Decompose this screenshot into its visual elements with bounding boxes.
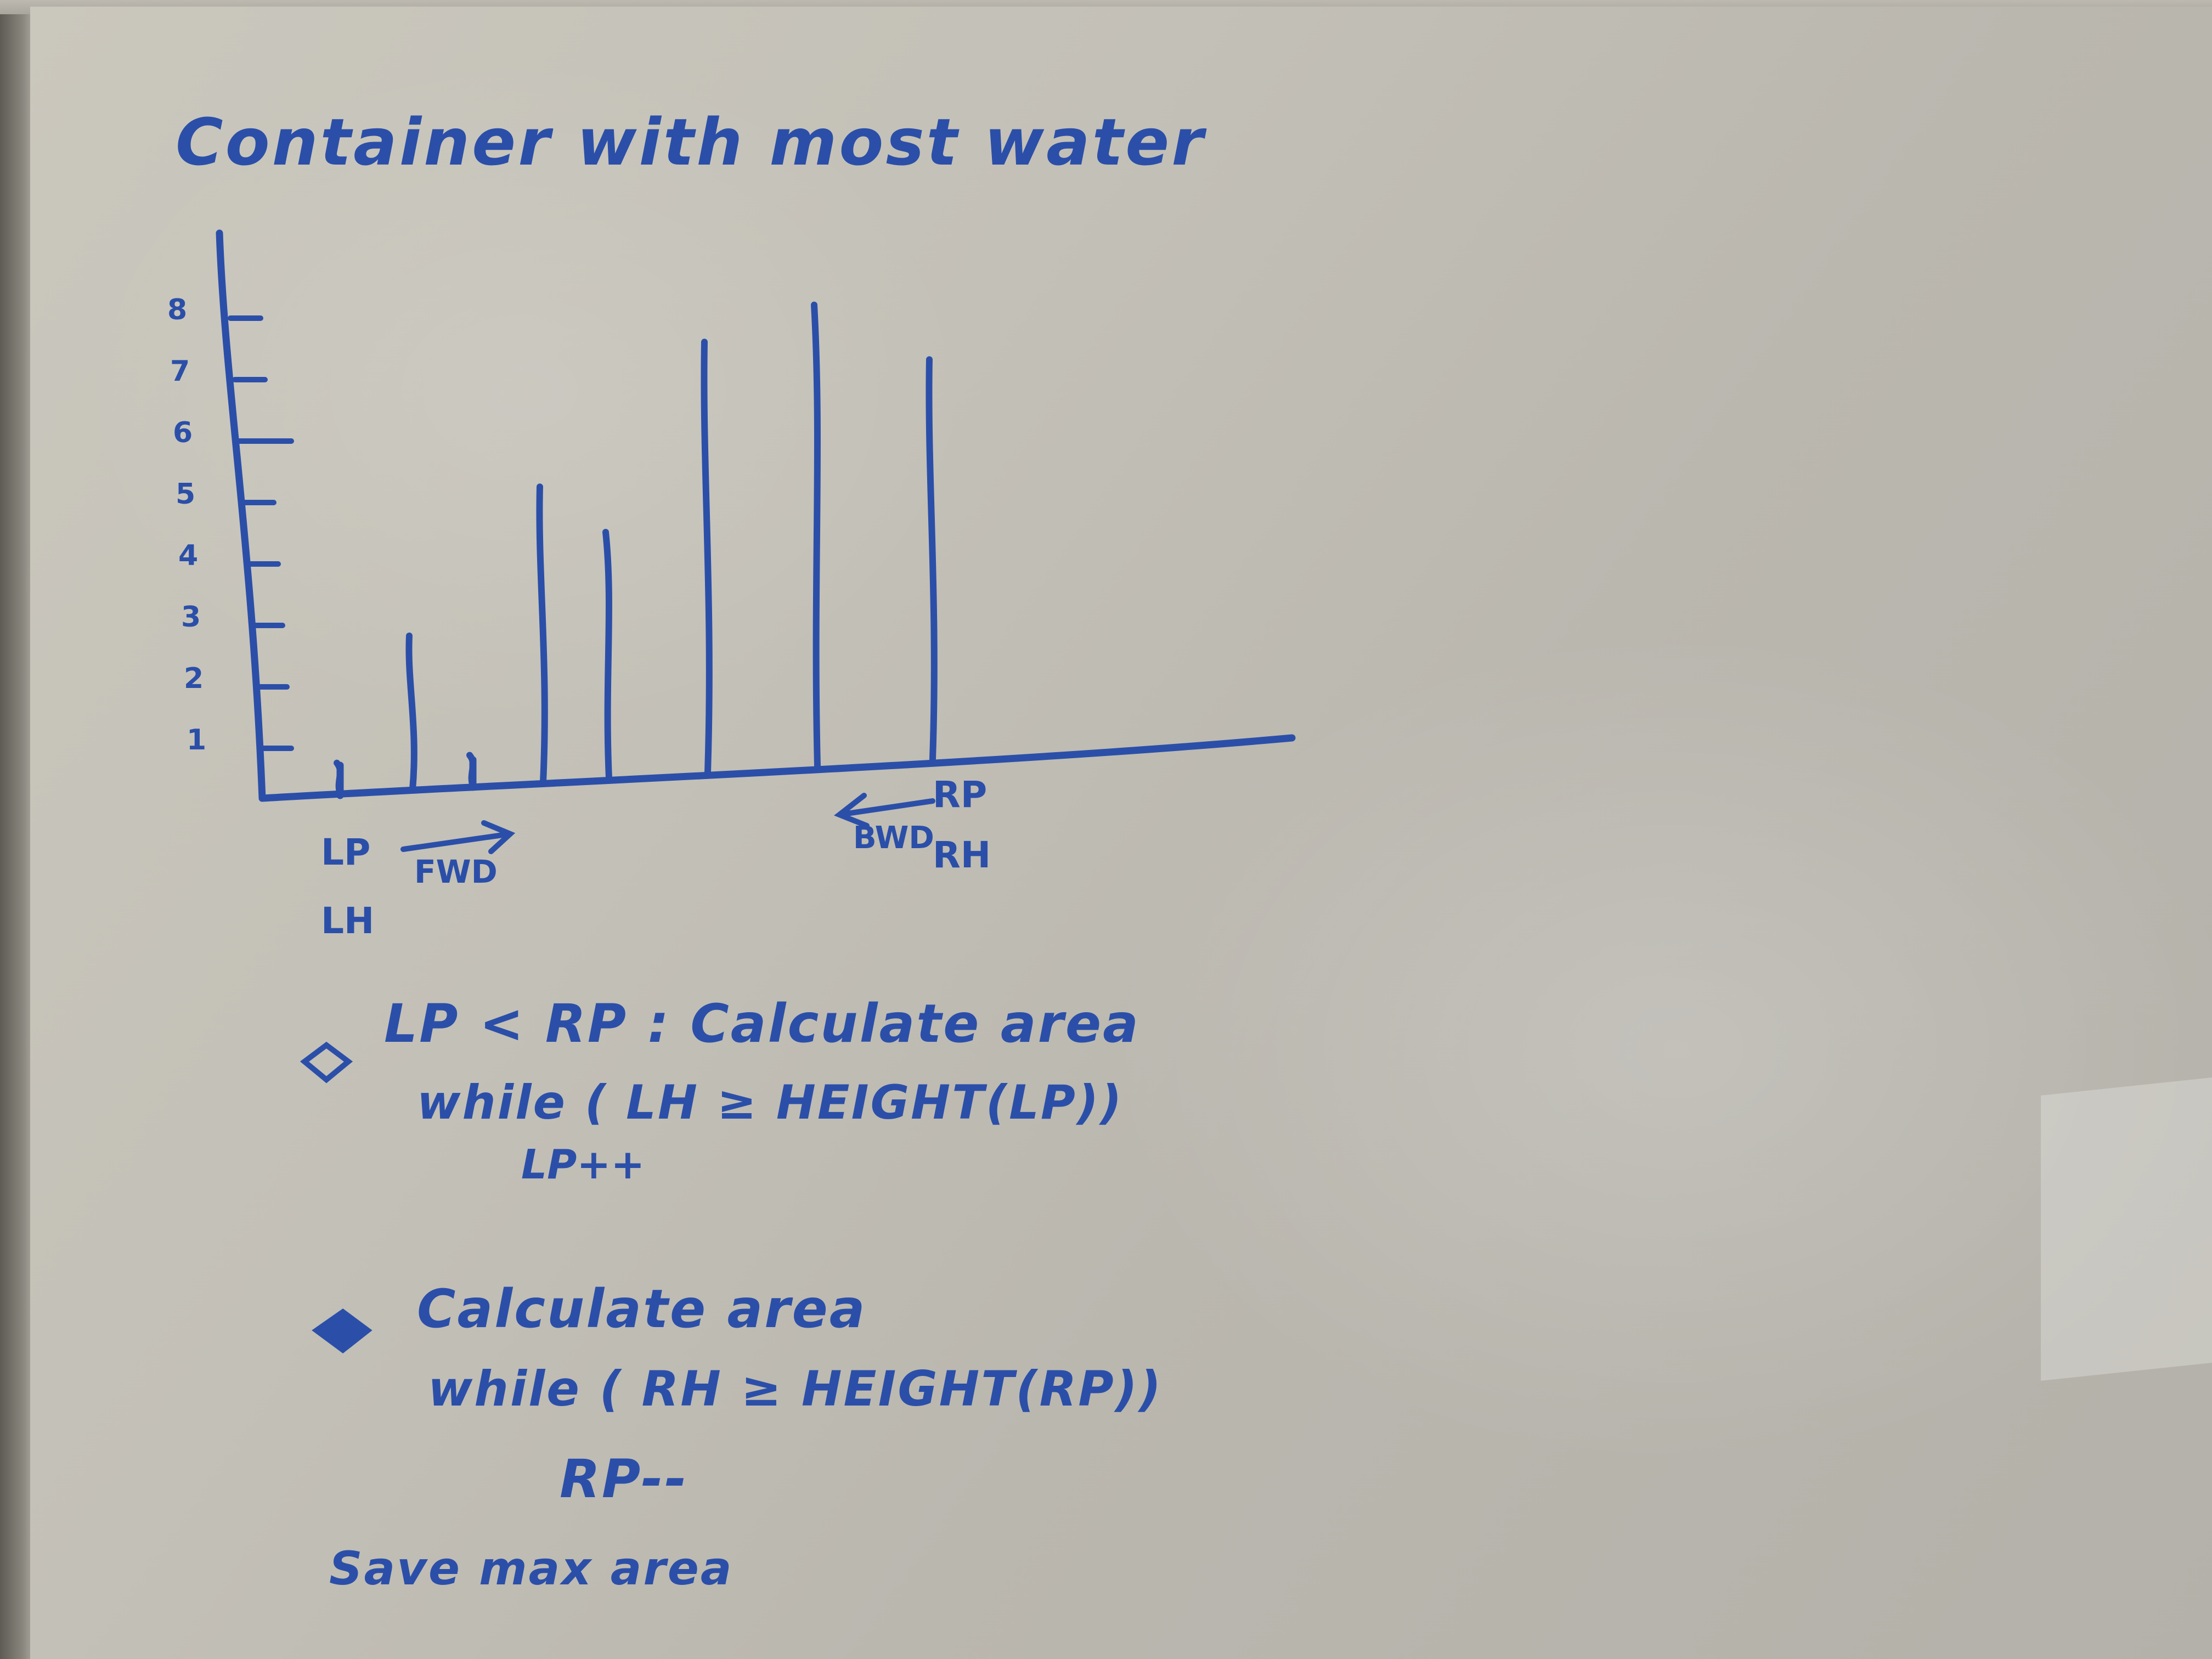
whiteboard-title: Container with most water	[176, 104, 1206, 180]
backward-label: BWD	[853, 820, 934, 856]
forward-label: FWD	[414, 853, 498, 890]
height-bar	[926, 356, 938, 763]
height-bar	[602, 528, 612, 781]
footer-note: Save max area	[329, 1542, 733, 1595]
forward-arrow	[400, 820, 516, 854]
height-bar	[466, 752, 476, 789]
y-axis-tick-label: 1	[187, 724, 207, 757]
height-bar	[811, 301, 821, 769]
y-axis-tick-label: 6	[173, 416, 193, 449]
height-bar	[334, 759, 343, 797]
y-axis-tick-label: 2	[184, 662, 204, 695]
y-axis-tick-label: 3	[181, 601, 201, 634]
step2-line1: Calculate area	[417, 1278, 867, 1340]
y-axis-tick-label: 8	[167, 294, 188, 326]
right-height-label: RH	[933, 834, 991, 876]
height-bar	[536, 483, 548, 785]
y-axis-tick-label: 5	[176, 478, 196, 511]
left-height-label: LH	[321, 900, 375, 942]
filled-bullet	[312, 1308, 373, 1354]
backward-arrow	[834, 793, 935, 828]
whiteboard-surface	[30, 7, 2212, 1659]
x-axis	[258, 734, 1296, 802]
height-bar	[701, 338, 713, 776]
step2-line3: RP--	[560, 1448, 689, 1510]
step2-line2: while ( RH ≥ HEIGHT(RP))	[428, 1361, 1163, 1417]
step1-line1: LP < RP : Calculate area	[384, 993, 1140, 1054]
step1-line2: while ( LH ≥ HEIGHT(LP))	[417, 1075, 1124, 1130]
y-axis-tick-label: 7	[170, 355, 190, 388]
right-pointer-label: RP	[933, 774, 988, 816]
y-axis	[216, 229, 266, 802]
step1-line3: LP++	[521, 1141, 645, 1188]
height-bar	[405, 632, 417, 793]
left-pointer-label: LP	[321, 831, 371, 873]
y-axis-tick-label: 4	[178, 539, 199, 572]
hollow-bullet	[300, 1041, 353, 1084]
